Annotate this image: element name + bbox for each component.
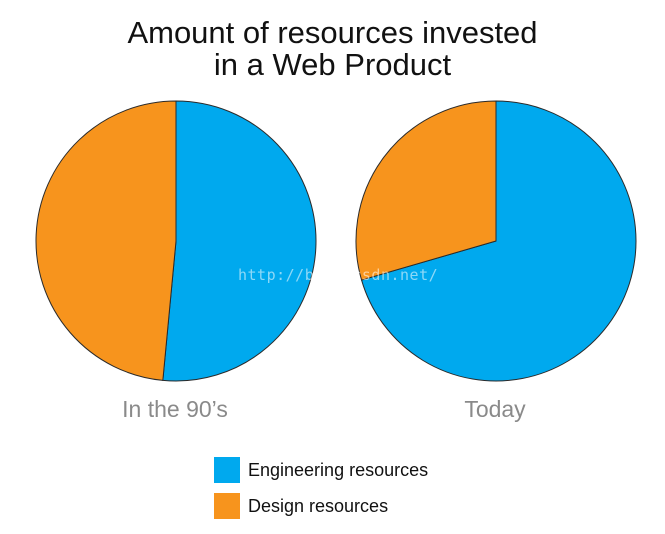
legend-item-design: Design resources: [214, 490, 428, 522]
chart-title-line-1: Amount of resources invested: [127, 15, 538, 50]
pie-1-slice-1: [355, 100, 497, 281]
legend: Engineering resources Design resources: [214, 454, 428, 526]
legend-item-engineering: Engineering resources: [214, 454, 428, 486]
pie-0-slice-1: [35, 100, 177, 381]
chart-title-line-2: in a Web Product: [213, 47, 452, 82]
pie-1-slice-0: [360, 100, 637, 382]
legend-swatch-engineering: [214, 457, 240, 483]
legend-swatch-design: [214, 493, 240, 519]
pie-0-slice-0: [162, 100, 317, 382]
legend-label-design: Design resources: [248, 495, 389, 516]
watermark-text: http://blog.csdn.net/: [238, 266, 439, 284]
legend-label-engineering: Engineering resources: [248, 459, 429, 480]
pie-label-90s: In the 90’s: [122, 396, 228, 422]
pie-label-today: Today: [464, 396, 526, 422]
